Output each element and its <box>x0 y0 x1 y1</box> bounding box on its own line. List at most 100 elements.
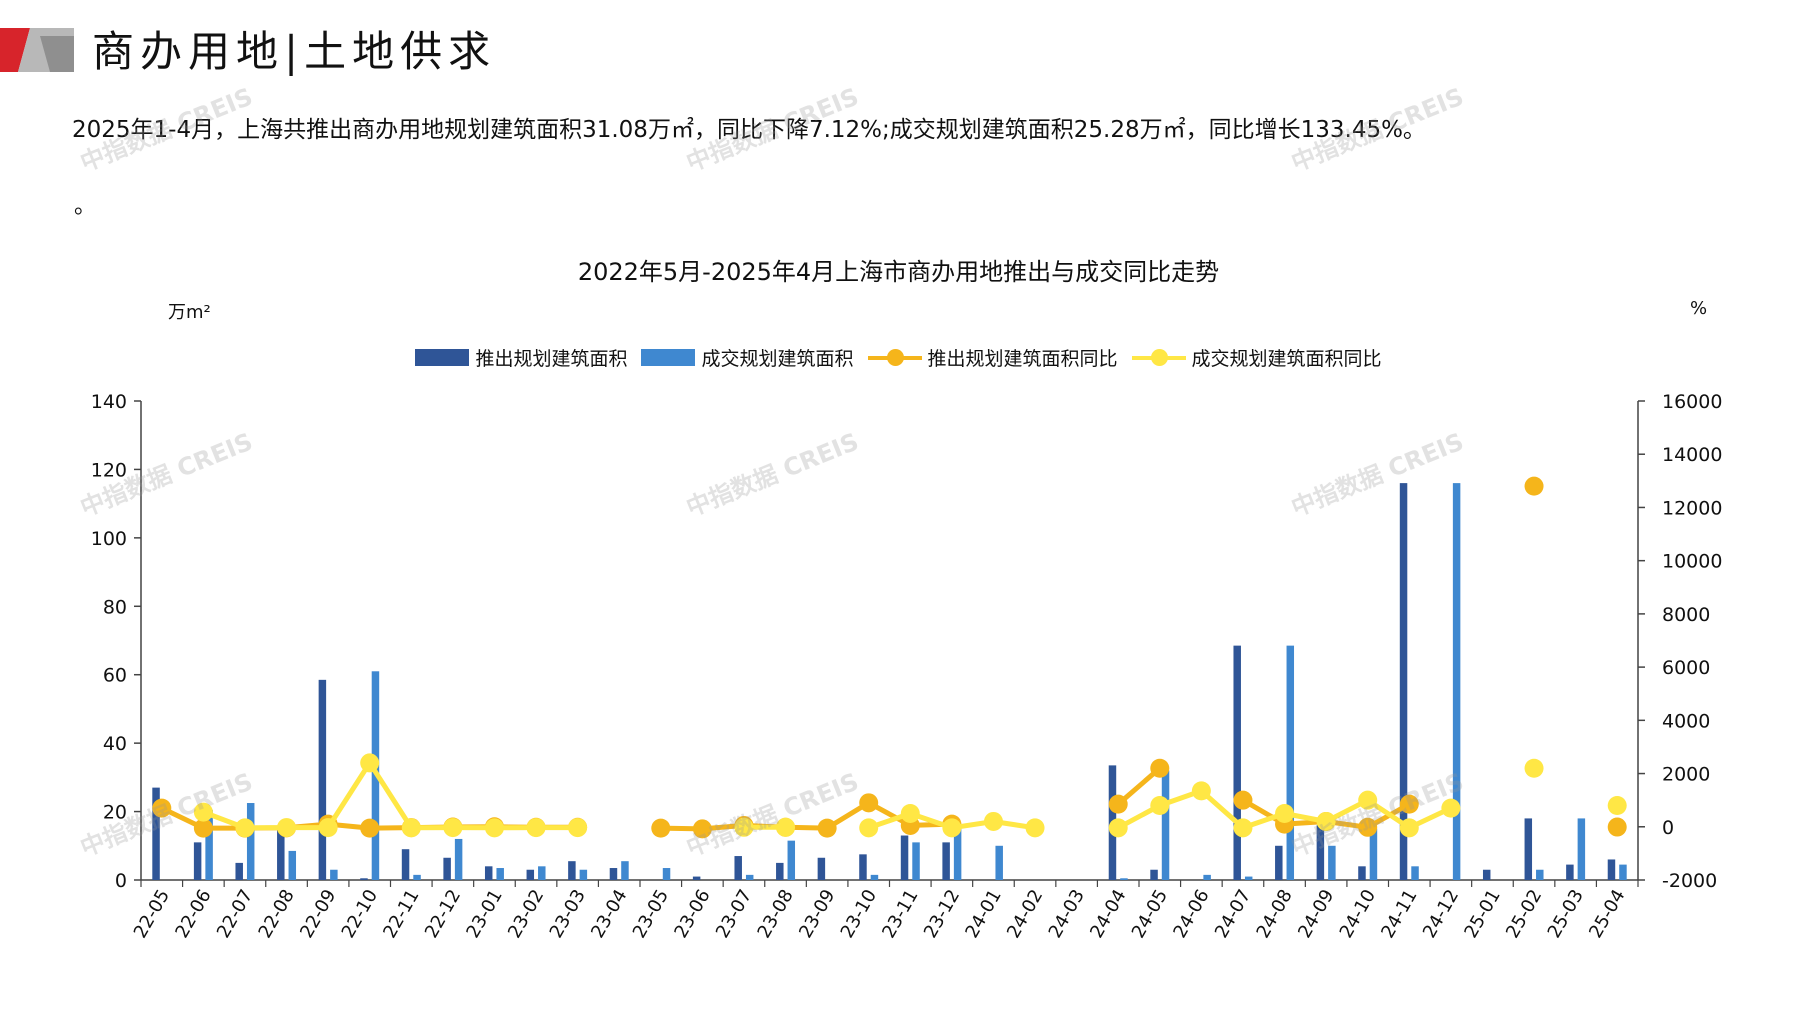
bar-launch-area <box>900 835 909 880</box>
bar-deal-area <box>579 869 588 880</box>
bar-launch-area <box>942 842 950 880</box>
bar-launch-area <box>1524 818 1533 880</box>
bar-launch-area <box>443 857 451 880</box>
x-axis-category-label: 23-08 <box>754 886 798 942</box>
right-axis-tick-label: 14000 <box>1662 444 1722 466</box>
x-axis-category-label: 25-04 <box>1585 886 1629 942</box>
right-axis-tick-label: 12000 <box>1662 497 1722 519</box>
x-axis-category-label: 25-03 <box>1544 886 1588 942</box>
bar-deal-area <box>621 861 629 880</box>
legend-swatch-launch-area <box>415 349 470 366</box>
bar-deal-area <box>995 845 1003 880</box>
point-launch-yoy <box>1524 476 1544 496</box>
point-deal-yoy <box>526 818 546 838</box>
bar-deal-area <box>413 874 421 880</box>
left-axis-tick-label: 80 <box>103 596 127 618</box>
x-axis-category-label: 24-12 <box>1419 886 1463 942</box>
point-launch-yoy <box>193 818 213 838</box>
bar-launch-area <box>193 842 202 880</box>
bar-deal-area <box>1244 876 1253 880</box>
point-deal-yoy <box>443 818 463 838</box>
bar-launch-area <box>360 878 368 880</box>
x-axis-category-label: 23-06 <box>670 886 714 942</box>
bar-deal-area <box>1577 818 1586 880</box>
point-launch-yoy <box>360 818 380 838</box>
x-axis-category-label: 22-11 <box>379 886 423 942</box>
point-deal-yoy <box>235 818 255 838</box>
x-axis-category-label: 23-07 <box>712 886 756 942</box>
x-axis-category-label: 22-06 <box>171 886 215 942</box>
right-axis-tick-label: 2000 <box>1662 764 1710 786</box>
bar-launch-area <box>1607 859 1616 880</box>
point-deal-yoy <box>1607 795 1627 815</box>
x-axis-category-label: 22-05 <box>130 886 174 942</box>
right-axis-tick-label: 6000 <box>1662 657 1710 679</box>
legend-item-launch-yoy: 推出规划建筑面积同比 <box>867 344 1118 371</box>
page-title: 商办用地|土地供求 <box>92 18 496 79</box>
bar-deal-area <box>870 874 879 880</box>
bar-launch-area <box>734 856 742 880</box>
point-deal-yoy <box>484 818 504 838</box>
left-axis-tick-label: 20 <box>103 802 127 824</box>
bar-launch-area <box>484 866 493 880</box>
bar-deal-area <box>246 803 255 880</box>
x-axis-category-label: 24-06 <box>1169 886 1213 942</box>
bar-launch-area <box>1275 845 1283 880</box>
point-launch-yoy <box>817 818 837 838</box>
bar-launch-area <box>692 876 701 880</box>
x-axis-category-label: 24-04 <box>1086 886 1130 942</box>
bar-deal-area <box>1286 645 1295 880</box>
bar-launch-area <box>152 787 160 880</box>
chart-legend: 推出规划建筑面积 成交规划建筑面积 推出规划建筑面积同比 成交规划建筑面积同比 <box>0 344 1797 371</box>
point-launch-yoy <box>1358 817 1378 837</box>
point-deal-yoy <box>1441 798 1461 818</box>
right-axis-tick-label: 0 <box>1662 817 1674 839</box>
point-launch-yoy <box>152 798 172 818</box>
bar-deal-area <box>662 868 671 880</box>
bar-deal-area <box>1411 866 1419 880</box>
bar-launch-area <box>235 862 243 880</box>
point-deal-yoy <box>1524 758 1544 778</box>
point-deal-yoy <box>1233 818 1253 838</box>
x-axis-category-label: 24-03 <box>1045 886 1089 942</box>
bar-deal-area <box>1203 874 1211 880</box>
legend-swatch-deal-area <box>641 349 696 366</box>
point-deal-yoy <box>1150 795 1170 815</box>
chart-title: 2022年5月-2025年4月上海市商办用地推出与成交同比走势 <box>577 258 1220 286</box>
x-axis-category-label: 22-12 <box>421 886 465 942</box>
left-axis-tick-label: 100 <box>91 528 127 550</box>
legend-label-launch-area: 推出规划建筑面积 <box>475 348 628 370</box>
point-deal-yoy <box>1108 818 1128 838</box>
legend-label-launch-yoy: 推出规划建筑面积同比 <box>927 348 1118 370</box>
bar-deal-area <box>745 874 754 880</box>
bar-launch-area <box>776 862 784 880</box>
point-deal-yoy <box>1399 818 1419 838</box>
x-axis-category-label: 22-10 <box>338 886 382 942</box>
point-deal-yoy <box>568 818 588 838</box>
point-deal-yoy <box>1191 781 1211 801</box>
point-deal-yoy <box>983 811 1003 831</box>
bar-launch-area <box>859 854 867 880</box>
bar-launch-area <box>568 861 576 880</box>
bar-deal-area <box>496 868 504 880</box>
point-launch-yoy <box>859 793 879 813</box>
x-axis-category-label: 23-10 <box>837 886 881 942</box>
x-axis-category-label: 24-09 <box>1294 886 1338 942</box>
bar-deal-area <box>953 823 962 880</box>
point-launch-yoy <box>1607 817 1627 837</box>
legend-swatch-deal-yoy <box>1131 349 1186 366</box>
point-deal-yoy <box>859 818 879 838</box>
x-axis-category-label: 25-02 <box>1502 886 1546 942</box>
legend-item-deal-area: 成交规划建筑面积 <box>641 344 854 371</box>
bar-launch-area <box>277 828 285 880</box>
page-title-sub: 土地供求 <box>304 27 497 76</box>
title-separator: | <box>284 27 305 76</box>
right-axis-tick-label: 10000 <box>1662 551 1722 573</box>
x-axis-category-label: 23-01 <box>462 886 506 942</box>
left-axis-unit: 万m² <box>168 302 211 323</box>
point-deal-yoy <box>277 818 297 838</box>
x-axis-category-label: 24-11 <box>1377 886 1421 942</box>
x-axis-category-label: 23-04 <box>587 886 631 942</box>
bar-launch-area <box>1316 825 1325 880</box>
x-axis-category-label: 24-05 <box>1128 886 1172 942</box>
